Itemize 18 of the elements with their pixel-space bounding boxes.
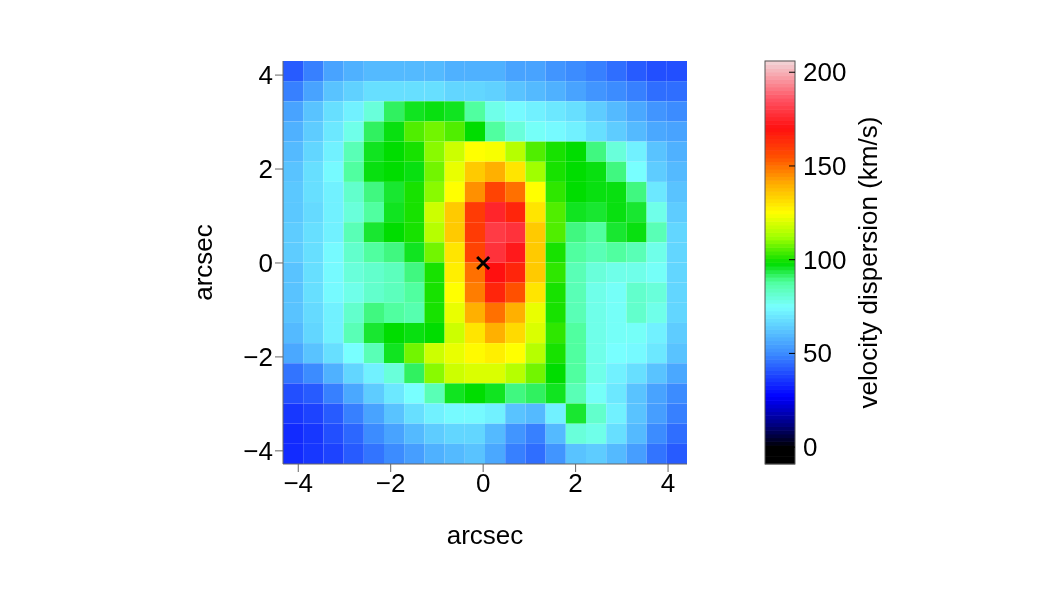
color-bar-label: 200: [803, 57, 847, 88]
color-bar-title: velocity dispersion (km/s): [853, 116, 883, 409]
y-axis-title: arcsec: [188, 224, 219, 301]
color-bar-label: 0: [803, 432, 818, 463]
x-tick-label: −4: [283, 468, 314, 499]
x-tick-label: 2: [568, 468, 583, 499]
color-bar-label: 150: [803, 150, 847, 181]
y-tick-label: 0: [258, 248, 273, 279]
x-tick-label: −2: [375, 468, 406, 499]
x-tick-label: 0: [475, 468, 491, 499]
x-axis-title: arcsec: [446, 520, 524, 550]
y-tick-label: −4: [243, 436, 273, 467]
x-tick-label: 4: [660, 468, 676, 499]
color-bar-label: 100: [803, 244, 847, 275]
y-tick-label: 2: [258, 154, 273, 185]
y-tick-label: −2: [243, 342, 273, 373]
y-tick-label: 4: [258, 60, 273, 91]
color-bar-label: 50: [803, 338, 832, 369]
